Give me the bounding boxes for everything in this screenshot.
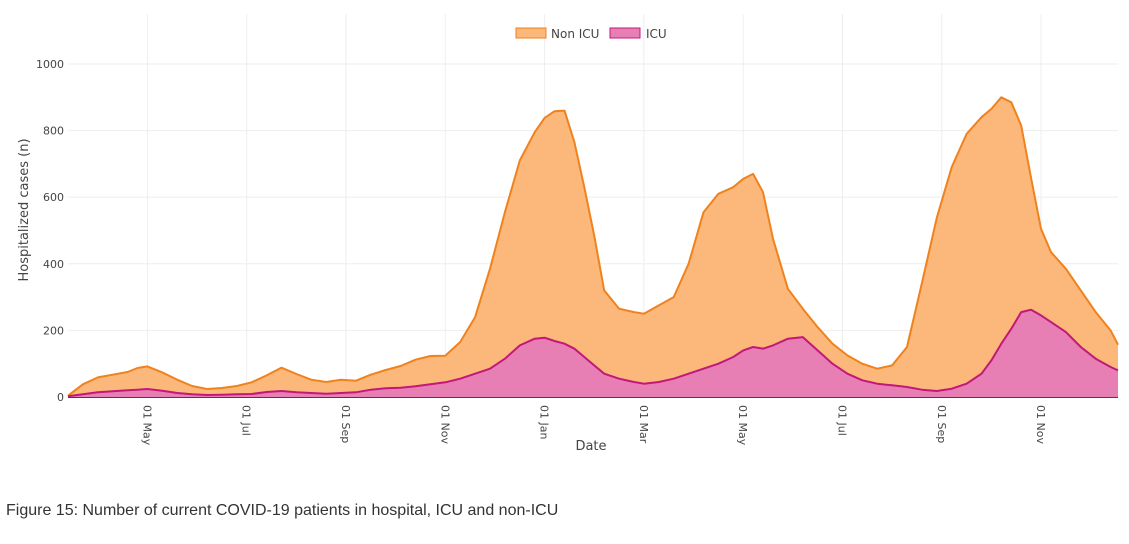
x-tick-label: 01 Sep — [339, 405, 352, 443]
legend-swatch-icu — [609, 27, 641, 39]
x-tick-labels: 01 May 01 Jul 01 Sep 01 Nov 01 Jan 01 Mar 01 M… — [140, 405, 1047, 446]
x-axis-title: Date — [575, 439, 606, 454]
legend-label-icu: ICU — [646, 27, 667, 41]
x-tick-label: 01 Nov — [1034, 405, 1047, 444]
y-axis-title: Hospitalized cases (n) — [17, 138, 32, 281]
y-tick-label: 600 — [43, 191, 64, 204]
legend-swatch-non-icu — [515, 27, 547, 39]
area-icu — [68, 309, 1118, 397]
x-tick-label: 01 Jul — [835, 405, 848, 436]
y-tick-label: 1000 — [36, 58, 64, 71]
y-tick-labels: 0 200 400 600 800 1000 — [36, 58, 64, 404]
legend-item-non-icu[interactable]: Non ICU — [515, 27, 599, 41]
chart: 0 200 400 600 800 1000 01 May 01 Jul 01 Sep 01 N… — [17, 14, 1119, 454]
x-tick-label: 01 May — [736, 405, 749, 446]
legend-label-non-icu: Non ICU — [551, 27, 599, 41]
x-tick-label: 01 Mar — [637, 405, 650, 444]
legend-item-icu[interactable]: ICU — [609, 27, 667, 41]
y-tick-label: 400 — [43, 258, 64, 271]
x-tick-label: 01 Jul — [240, 405, 253, 436]
y-tick-label: 0 — [57, 391, 64, 404]
chart-areas — [67, 96, 1119, 398]
legend[interactable]: Non ICU ICU — [515, 27, 667, 41]
y-tick-label: 800 — [43, 125, 64, 138]
x-tick-label: 01 Nov — [438, 405, 451, 444]
x-tick-label: 01 Sep — [935, 405, 948, 443]
figure-caption: Figure 15: Number of current COVID-19 pa… — [6, 502, 559, 519]
x-tick-label: 01 May — [140, 405, 153, 446]
y-tick-label: 200 — [43, 324, 64, 337]
line-non-icu — [67, 96, 1119, 397]
line-icu — [67, 308, 1119, 398]
area-non-icu — [68, 97, 1118, 397]
x-tick-label: 01 Jan — [538, 405, 551, 439]
